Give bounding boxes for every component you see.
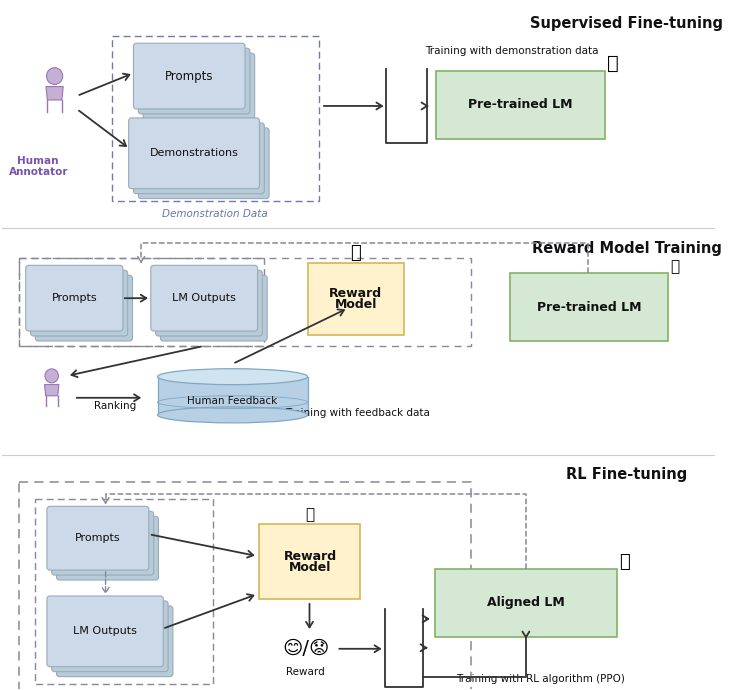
FancyBboxPatch shape — [156, 270, 263, 336]
FancyBboxPatch shape — [52, 601, 168, 671]
FancyBboxPatch shape — [36, 275, 133, 341]
Text: Prompts: Prompts — [75, 533, 121, 543]
Text: 🧀: 🧀 — [305, 507, 314, 522]
FancyBboxPatch shape — [138, 48, 250, 114]
Text: Human
Annotator: Human Annotator — [8, 156, 68, 177]
Bar — [436, 71, 605, 139]
Bar — [36, 500, 213, 684]
Text: Reward: Reward — [286, 667, 325, 677]
Text: Training with RL algorithm (PPO): Training with RL algorithm (PPO) — [456, 673, 625, 684]
Circle shape — [45, 369, 59, 383]
Text: LM Outputs: LM Outputs — [172, 293, 236, 303]
Circle shape — [47, 68, 62, 84]
FancyBboxPatch shape — [134, 43, 245, 109]
Text: 😊/😟: 😊/😟 — [282, 639, 329, 658]
Text: Pre-trained LM: Pre-trained LM — [536, 301, 641, 314]
Text: Reward Model Training: Reward Model Training — [532, 241, 722, 256]
Text: Aligned LM: Aligned LM — [487, 596, 565, 609]
Text: Training with feedback data: Training with feedback data — [285, 408, 430, 417]
FancyBboxPatch shape — [143, 53, 255, 119]
Text: Prompts: Prompts — [165, 70, 214, 83]
Text: Model: Model — [335, 298, 377, 311]
Text: Model: Model — [289, 560, 331, 573]
Bar — [19, 482, 471, 690]
Text: LM Outputs: LM Outputs — [73, 627, 137, 636]
Text: 🔥: 🔥 — [350, 244, 361, 262]
Bar — [112, 37, 319, 201]
Text: Reward: Reward — [283, 550, 337, 562]
Bar — [435, 569, 617, 637]
Text: Human Feedback: Human Feedback — [188, 395, 278, 406]
Text: 🔥: 🔥 — [619, 553, 629, 571]
Text: 🧀: 🧀 — [671, 259, 680, 274]
Text: RL Fine-tuning: RL Fine-tuning — [566, 467, 688, 482]
Text: Prompts: Prompts — [51, 293, 97, 303]
Text: Demonstrations: Demonstrations — [150, 148, 238, 158]
FancyBboxPatch shape — [26, 266, 123, 331]
FancyBboxPatch shape — [47, 506, 149, 570]
FancyBboxPatch shape — [160, 275, 267, 341]
Text: 🔥: 🔥 — [607, 54, 618, 72]
Bar — [157, 377, 308, 415]
Text: Pre-trained LM: Pre-trained LM — [468, 99, 573, 112]
Bar — [308, 264, 404, 335]
Polygon shape — [46, 86, 63, 100]
FancyBboxPatch shape — [134, 123, 264, 194]
Bar — [260, 524, 361, 599]
FancyBboxPatch shape — [47, 596, 163, 667]
FancyBboxPatch shape — [30, 270, 128, 336]
Ellipse shape — [157, 407, 308, 423]
Bar — [510, 273, 669, 341]
Text: Training with demonstration data: Training with demonstration data — [424, 46, 598, 56]
FancyBboxPatch shape — [52, 511, 154, 575]
FancyBboxPatch shape — [138, 128, 269, 199]
FancyBboxPatch shape — [151, 266, 257, 331]
Text: Supervised Fine-tuning: Supervised Fine-tuning — [531, 16, 723, 31]
FancyBboxPatch shape — [128, 118, 260, 188]
Bar — [19, 258, 264, 346]
Text: Ranking: Ranking — [94, 401, 137, 411]
Bar — [19, 258, 471, 346]
Text: Reward: Reward — [329, 287, 382, 300]
FancyBboxPatch shape — [56, 606, 173, 677]
Ellipse shape — [157, 368, 308, 384]
Polygon shape — [45, 384, 59, 396]
FancyBboxPatch shape — [56, 516, 159, 580]
Text: Demonstration Data: Demonstration Data — [162, 208, 268, 219]
